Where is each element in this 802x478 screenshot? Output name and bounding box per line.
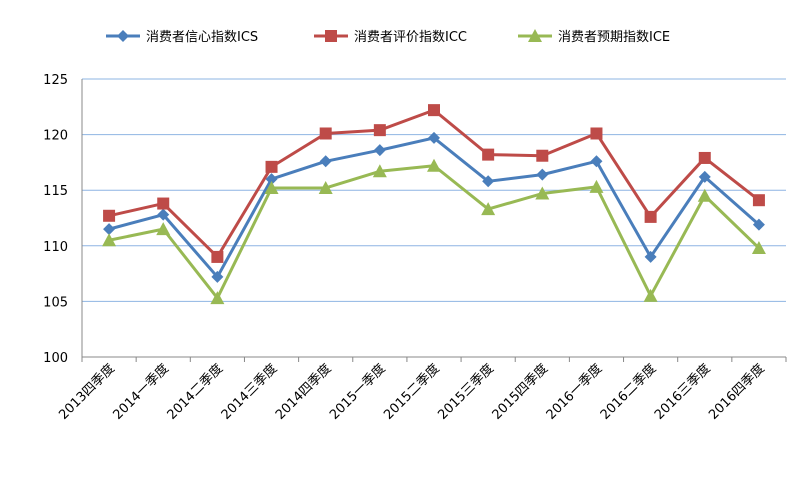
x-tick-label: 2014四季度 xyxy=(272,361,334,423)
x-tick-label: 2014一季度 xyxy=(110,361,172,423)
legend-marker xyxy=(528,29,542,42)
data-point xyxy=(535,186,550,200)
x-tick-label: 2015三季度 xyxy=(435,361,497,423)
data-point xyxy=(103,223,116,236)
data-point xyxy=(643,288,658,302)
data-point xyxy=(264,180,279,194)
data-point xyxy=(157,208,170,221)
data-point xyxy=(536,168,549,181)
data-point xyxy=(482,148,495,161)
x-tick-label: 2016四季度 xyxy=(705,361,767,423)
x-tick-label: 2014三季度 xyxy=(218,361,280,423)
y-tick-label: 100 xyxy=(43,351,68,366)
data-point xyxy=(481,202,496,216)
data-point xyxy=(698,151,711,164)
y-tick-label: 125 xyxy=(43,73,68,88)
data-point xyxy=(752,194,765,207)
data-point xyxy=(752,218,765,231)
data-point xyxy=(644,210,657,223)
data-point xyxy=(698,170,711,183)
x-tick-label: 2015四季度 xyxy=(489,361,551,423)
y-tick-label: 110 xyxy=(43,240,68,255)
data-point xyxy=(428,104,440,117)
data-point xyxy=(319,155,332,168)
legend-label: 消费者评价指数ICC xyxy=(354,30,467,45)
data-point xyxy=(319,127,332,140)
data-point xyxy=(373,124,386,137)
data-point xyxy=(103,209,116,222)
data-point xyxy=(157,197,170,210)
x-tick-label: 2015二季度 xyxy=(381,361,443,423)
x-tick-label: 2016二季度 xyxy=(597,361,659,423)
data-point xyxy=(751,241,766,255)
data-point xyxy=(318,180,333,194)
y-tick-label: 105 xyxy=(43,295,68,310)
data-point xyxy=(265,173,278,186)
x-tick-label: 2015一季度 xyxy=(326,361,388,423)
data-point xyxy=(372,164,387,178)
data-point xyxy=(482,175,495,188)
data-point xyxy=(102,233,117,247)
data-point xyxy=(373,144,386,157)
data-point xyxy=(211,250,224,263)
series-line xyxy=(108,164,760,300)
y-tick-label: 115 xyxy=(43,184,68,199)
data-point xyxy=(536,149,549,162)
x-tick-label: 2016三季度 xyxy=(651,361,713,423)
x-tick-label: 2016一季度 xyxy=(543,361,605,423)
legend-label: 消费者信心指数ICS xyxy=(146,30,258,45)
y-tick-label: 120 xyxy=(43,129,68,144)
data-point xyxy=(265,160,278,173)
data-point xyxy=(697,188,712,202)
data-point xyxy=(156,222,171,236)
data-point xyxy=(427,158,441,172)
data-point xyxy=(210,291,225,305)
data-point xyxy=(644,250,657,263)
data-point xyxy=(428,131,440,144)
data-point xyxy=(589,179,604,193)
x-tick-label: 2013四季度 xyxy=(56,361,118,423)
legend-label: 消费者预期指数ICE xyxy=(558,30,670,45)
legend-marker xyxy=(117,30,129,42)
data-point xyxy=(590,155,603,168)
legend-marker xyxy=(325,30,337,42)
data-point xyxy=(590,127,603,140)
x-tick-label: 2014二季度 xyxy=(164,361,226,423)
data-point xyxy=(211,270,224,283)
